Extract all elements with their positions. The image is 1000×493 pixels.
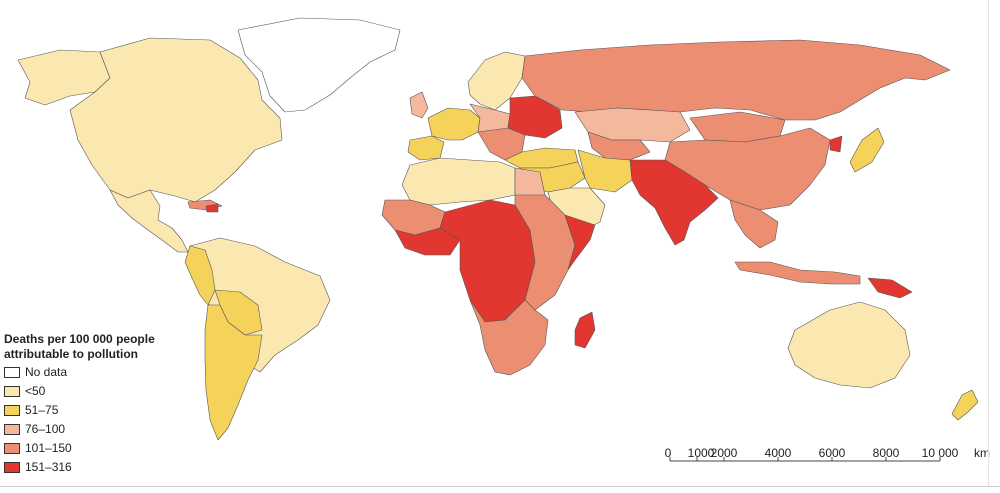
region-mexico-central-america	[109, 189, 189, 253]
region-west-africa-coast	[394, 227, 461, 256]
region-southeast-asia	[729, 199, 779, 249]
region-central-africa	[439, 199, 536, 323]
scale-bar-tick-label: 10 000	[921, 446, 959, 460]
scale-bar-tick-label: 2000	[710, 446, 738, 460]
legend-label: 51–75	[25, 403, 59, 417]
bottom-rule	[0, 486, 1000, 487]
region-eastern-europe	[507, 95, 563, 139]
region-north-america	[69, 37, 283, 203]
scale-bar-unit: km	[974, 446, 990, 460]
legend-label: <50	[25, 384, 46, 398]
scale-bar	[669, 457, 941, 462]
region-scandinavia	[467, 51, 526, 111]
region-alaska	[17, 49, 111, 106]
legend-title-line-2: attributable to pollution	[4, 347, 138, 361]
legend-item-101-150: 101–150	[4, 439, 204, 457]
scale-bar-labels: km 0 1000 2000 4000 6000 8000 10 000	[664, 440, 996, 480]
legend-item-76-100: 76–100	[4, 420, 204, 438]
legend-swatch	[4, 385, 20, 397]
region-haiti	[205, 203, 219, 213]
region-new-zealand	[951, 389, 979, 421]
region-central-asia	[587, 131, 651, 161]
legend-item-lt50: <50	[4, 382, 204, 400]
legend-label: 76–100	[25, 422, 66, 436]
legend-swatch	[4, 461, 20, 473]
region-north-korea	[829, 135, 843, 153]
legend: Deaths per 100 000 people attributable t…	[4, 332, 204, 476]
legend-label: No data	[25, 365, 68, 379]
region-australia	[787, 301, 911, 389]
legend-swatch	[4, 404, 20, 416]
region-southern-africa	[469, 299, 549, 376]
scale-bar-tick-label: 4000	[764, 446, 792, 460]
region-iberia	[407, 135, 445, 161]
region-indonesia	[734, 261, 861, 285]
right-rule	[988, 0, 989, 486]
region-western-europe	[427, 107, 481, 141]
region-papua-new-guinea	[867, 277, 913, 299]
region-japan	[849, 127, 885, 173]
scale-bar-tick-label: 0	[664, 446, 672, 460]
region-uk-ireland	[409, 91, 429, 119]
region-madagascar	[574, 311, 596, 349]
region-greenland	[237, 17, 401, 113]
legend-item-151-316: 151–316	[4, 458, 204, 476]
scale-bar-tick-label: 1000	[687, 446, 715, 460]
legend-label: 151–316	[25, 460, 72, 474]
scale-bar-tick-label: 6000	[818, 446, 846, 460]
legend-swatch	[4, 423, 20, 435]
legend-swatch	[4, 366, 20, 378]
region-india-pakistan	[629, 159, 719, 246]
region-east-africa	[514, 194, 576, 311]
region-russia	[521, 39, 951, 121]
region-somalia	[564, 214, 596, 271]
legend-title-line-1: Deaths per 100 000 people	[4, 332, 155, 346]
region-argentina	[204, 304, 263, 441]
legend-swatch	[4, 442, 20, 454]
region-iran	[577, 149, 633, 193]
region-north-africa	[401, 157, 516, 206]
legend-title: Deaths per 100 000 people attributable t…	[4, 332, 204, 362]
legend-item-51-75: 51–75	[4, 401, 204, 419]
scale-bar-tick-label: 8000	[872, 446, 900, 460]
legend-label: 101–150	[25, 441, 72, 455]
legend-item-no-data: No data	[4, 363, 204, 381]
